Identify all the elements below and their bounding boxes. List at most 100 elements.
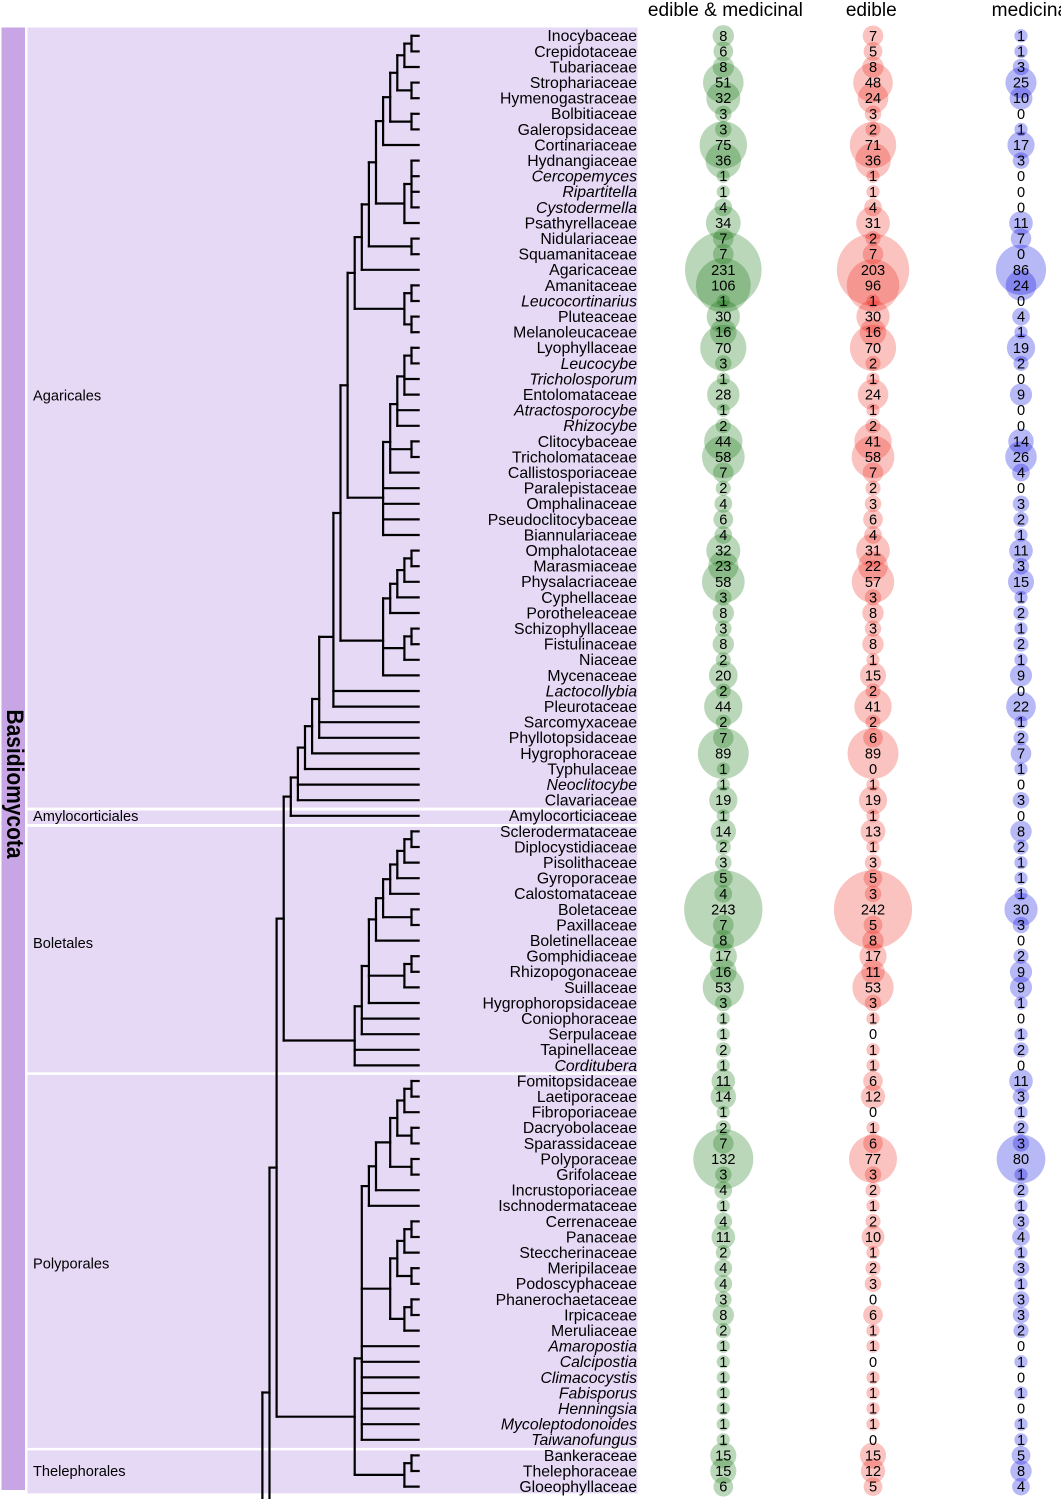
svg-text:Phanerochaetaceae: Phanerochaetaceae bbox=[496, 1292, 638, 1309]
svg-text:3: 3 bbox=[1017, 1261, 1025, 1277]
svg-text:0: 0 bbox=[869, 1027, 877, 1043]
svg-text:5: 5 bbox=[1017, 1448, 1025, 1464]
svg-text:0: 0 bbox=[869, 1292, 877, 1308]
svg-text:Rhizopogonaceae: Rhizopogonaceae bbox=[510, 964, 638, 981]
svg-text:Thelephoraceae: Thelephoraceae bbox=[523, 1463, 637, 1480]
svg-text:5: 5 bbox=[869, 871, 877, 887]
svg-text:3: 3 bbox=[719, 1168, 727, 1184]
svg-text:2: 2 bbox=[719, 1043, 727, 1059]
svg-text:Fomitopsidaceae: Fomitopsidaceae bbox=[517, 1073, 638, 1090]
svg-text:Polyporales: Polyporales bbox=[33, 1257, 109, 1273]
svg-text:4: 4 bbox=[1017, 1480, 1025, 1496]
svg-text:16: 16 bbox=[715, 965, 731, 981]
svg-text:Crepidotaceae: Crepidotaceae bbox=[534, 44, 637, 61]
svg-text:Cercopemyces: Cercopemyces bbox=[532, 169, 637, 186]
svg-text:1: 1 bbox=[719, 809, 727, 825]
svg-text:Basidiomycota: Basidiomycota bbox=[1, 710, 28, 860]
svg-text:1: 1 bbox=[1017, 325, 1025, 341]
svg-text:3: 3 bbox=[869, 497, 877, 513]
svg-text:3: 3 bbox=[719, 107, 727, 123]
svg-text:2: 2 bbox=[719, 1121, 727, 1137]
svg-text:5: 5 bbox=[869, 1480, 877, 1496]
svg-text:3: 3 bbox=[719, 622, 727, 638]
svg-text:8: 8 bbox=[869, 60, 877, 76]
svg-text:1: 1 bbox=[869, 1402, 877, 1418]
svg-text:1: 1 bbox=[719, 1417, 727, 1433]
svg-text:1: 1 bbox=[869, 403, 877, 419]
svg-text:3: 3 bbox=[1017, 497, 1025, 513]
svg-text:4: 4 bbox=[719, 200, 727, 216]
svg-text:0: 0 bbox=[1017, 1370, 1025, 1386]
svg-text:1: 1 bbox=[869, 1417, 877, 1433]
svg-text:Squamanitaceae: Squamanitaceae bbox=[518, 247, 637, 264]
svg-text:Amylocorticiaceae: Amylocorticiaceae bbox=[509, 808, 637, 825]
svg-text:4: 4 bbox=[1017, 466, 1025, 482]
svg-text:0: 0 bbox=[869, 1433, 877, 1449]
svg-text:2: 2 bbox=[719, 653, 727, 669]
svg-text:242: 242 bbox=[861, 902, 885, 918]
svg-text:Irpicaceae: Irpicaceae bbox=[564, 1307, 637, 1324]
svg-text:edible: edible bbox=[846, 0, 897, 21]
svg-text:2: 2 bbox=[1017, 1324, 1025, 1340]
svg-text:24: 24 bbox=[1013, 278, 1029, 294]
svg-text:0: 0 bbox=[1017, 169, 1025, 185]
svg-text:7: 7 bbox=[719, 731, 727, 747]
svg-text:2: 2 bbox=[869, 356, 877, 372]
svg-text:Laetiporaceae: Laetiporaceae bbox=[537, 1089, 637, 1106]
svg-text:132: 132 bbox=[711, 1152, 735, 1168]
svg-text:3: 3 bbox=[1017, 1136, 1025, 1152]
svg-text:2: 2 bbox=[1017, 356, 1025, 372]
svg-text:Boletales: Boletales bbox=[33, 936, 93, 952]
svg-text:2: 2 bbox=[719, 419, 727, 435]
svg-text:Incrustoporiaceae: Incrustoporiaceae bbox=[511, 1183, 637, 1200]
svg-text:2: 2 bbox=[719, 481, 727, 497]
svg-text:Niaceae: Niaceae bbox=[579, 652, 637, 669]
svg-text:Tapinellaceae: Tapinellaceae bbox=[540, 1042, 637, 1059]
svg-text:9: 9 bbox=[1017, 668, 1025, 684]
svg-text:7: 7 bbox=[1017, 232, 1025, 248]
svg-text:1: 1 bbox=[869, 778, 877, 794]
svg-text:32: 32 bbox=[715, 91, 731, 107]
svg-text:4: 4 bbox=[719, 1183, 727, 1199]
svg-text:19: 19 bbox=[715, 793, 731, 809]
svg-text:Steccherinaceae: Steccherinaceae bbox=[519, 1245, 637, 1262]
svg-text:30: 30 bbox=[715, 310, 731, 326]
svg-text:89: 89 bbox=[865, 746, 881, 762]
svg-text:0: 0 bbox=[1017, 294, 1025, 310]
svg-text:1: 1 bbox=[719, 1370, 727, 1386]
svg-text:Pisolithaceae: Pisolithaceae bbox=[543, 855, 637, 872]
svg-text:1: 1 bbox=[869, 1324, 877, 1340]
svg-text:1: 1 bbox=[719, 294, 727, 310]
svg-text:Schizophyllaceae: Schizophyllaceae bbox=[514, 621, 637, 638]
svg-text:6: 6 bbox=[719, 512, 727, 528]
svg-text:Fabisporus: Fabisporus bbox=[559, 1385, 637, 1402]
svg-text:3: 3 bbox=[869, 887, 877, 903]
svg-text:1: 1 bbox=[869, 809, 877, 825]
svg-text:3: 3 bbox=[1017, 154, 1025, 170]
svg-text:3: 3 bbox=[719, 356, 727, 372]
svg-text:5: 5 bbox=[869, 918, 877, 934]
svg-text:34: 34 bbox=[715, 216, 731, 232]
svg-text:5: 5 bbox=[719, 871, 727, 887]
svg-text:1: 1 bbox=[1017, 856, 1025, 872]
svg-text:Strophariaceae: Strophariaceae bbox=[530, 75, 637, 92]
svg-text:17: 17 bbox=[865, 949, 881, 965]
svg-text:Grifolaceae: Grifolaceae bbox=[556, 1167, 637, 1184]
svg-text:Paralepistaceae: Paralepistaceae bbox=[524, 481, 638, 498]
svg-text:3: 3 bbox=[869, 1277, 877, 1293]
svg-text:11: 11 bbox=[1013, 544, 1028, 560]
svg-text:0: 0 bbox=[1017, 107, 1025, 123]
svg-text:Lactocollybia: Lactocollybia bbox=[546, 683, 638, 700]
svg-text:edible & medicinal: edible & medicinal bbox=[648, 0, 803, 21]
svg-text:1: 1 bbox=[869, 1339, 877, 1355]
svg-text:1: 1 bbox=[1017, 1246, 1025, 1262]
svg-text:Lyophyllaceae: Lyophyllaceae bbox=[537, 340, 638, 357]
svg-text:Climacocystis: Climacocystis bbox=[540, 1370, 637, 1387]
svg-text:Meruliaceae: Meruliaceae bbox=[551, 1323, 637, 1340]
svg-text:1: 1 bbox=[1017, 1277, 1025, 1293]
svg-text:0: 0 bbox=[1017, 1058, 1025, 1074]
svg-text:7: 7 bbox=[869, 247, 877, 263]
svg-text:4: 4 bbox=[719, 1214, 727, 1230]
svg-text:Clitocybaceae: Clitocybaceae bbox=[538, 434, 637, 451]
svg-text:1: 1 bbox=[719, 169, 727, 185]
